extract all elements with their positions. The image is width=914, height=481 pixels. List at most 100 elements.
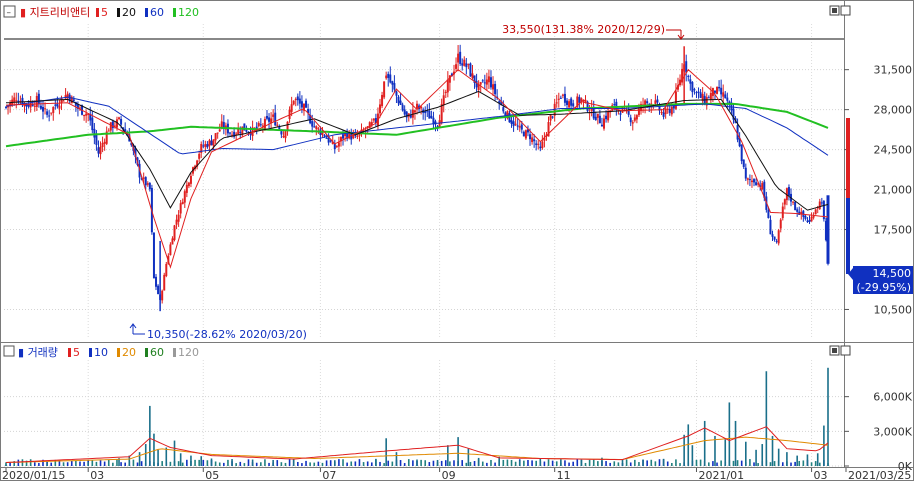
price-legend: ▮ 지트리비앤티 — [20, 6, 90, 19]
candle-body — [140, 178, 143, 180]
volume-panel-header: ▮ 거래량 — [3, 345, 851, 359]
volume-bar — [231, 459, 233, 466]
candle-body — [284, 131, 287, 139]
legend-swatch-5 — [68, 348, 71, 357]
legend-item-120: 120 — [178, 6, 199, 19]
volume-bar — [272, 459, 274, 466]
collapse-icon[interactable] — [3, 5, 16, 18]
candle-body — [594, 116, 597, 121]
volume-bar — [350, 461, 353, 466]
volume-bar — [781, 462, 784, 466]
candle-body — [603, 118, 606, 129]
volume-bar — [412, 460, 414, 466]
volume-bar — [346, 462, 348, 466]
candle-body — [33, 105, 36, 107]
volume-bar — [514, 461, 517, 466]
volume-collapse-icon[interactable] — [3, 345, 15, 357]
candle-body — [261, 125, 264, 127]
volume-bar — [50, 462, 53, 466]
candle-body — [555, 102, 558, 104]
volume-close-icon[interactable] — [840, 345, 851, 356]
volume-bar — [621, 459, 624, 466]
candle-body — [302, 103, 305, 111]
candle-body — [52, 106, 55, 113]
volume-bar — [486, 462, 488, 466]
candle-body — [305, 100, 308, 108]
candle-body — [41, 107, 44, 112]
candle-body — [54, 104, 57, 106]
candle-body — [535, 143, 538, 145]
volume-bar — [687, 424, 690, 466]
volume-bar — [138, 452, 141, 466]
candle-body — [687, 75, 690, 77]
volume-bar — [679, 463, 681, 466]
volume-bar — [461, 460, 464, 466]
candle-body — [233, 131, 236, 137]
volume-bar — [79, 461, 81, 466]
volume-bar — [810, 462, 813, 466]
volume-bar — [740, 460, 743, 466]
candle-body — [572, 103, 575, 107]
candle-body — [48, 115, 51, 117]
candle-body — [685, 61, 688, 73]
volume-bar — [453, 460, 455, 466]
volume-bar — [712, 461, 714, 466]
candle-body — [668, 109, 671, 113]
candle-body — [436, 126, 439, 128]
candle-body — [399, 100, 402, 105]
candle-body — [385, 75, 388, 79]
candle-body — [740, 144, 743, 162]
legend-swatch-20 — [117, 348, 120, 357]
close-panel-icon[interactable] — [840, 5, 851, 16]
volume-bar — [447, 445, 449, 466]
time-tick-label: 2021/01 — [698, 469, 744, 481]
candle-body — [99, 146, 102, 155]
volume-bar — [469, 461, 472, 466]
last-candle — [826, 195, 830, 264]
volume-bar — [403, 463, 406, 466]
candle-body — [508, 113, 511, 123]
volume-bar — [173, 440, 176, 466]
volume-bar — [149, 405, 151, 466]
candle-body — [483, 82, 486, 84]
volume-bar — [481, 461, 484, 466]
volume-bar — [54, 459, 57, 466]
candle-body — [134, 148, 137, 157]
candle-body — [635, 115, 638, 120]
volume-bar — [617, 462, 620, 466]
ma120-line — [5, 102, 829, 148]
volume-bar — [671, 462, 673, 466]
candle-body — [175, 219, 178, 225]
candle-body — [259, 124, 262, 126]
price-axis-ticks: 31,500 28,000 24,500 21,000 17,500 10,500 — [844, 64, 912, 316]
candle-body — [13, 97, 16, 102]
volume-bar — [227, 459, 229, 466]
volume-bar — [317, 461, 320, 466]
volume-ma-legend: 5 10 20 60 120 — [68, 346, 199, 359]
ma60-line — [5, 96, 829, 156]
candle-body — [331, 141, 334, 145]
volume-bar — [235, 463, 237, 466]
volume-bar — [572, 461, 574, 466]
candle-body — [300, 101, 303, 108]
time-tick-label: 03 — [814, 469, 828, 481]
candle-body — [533, 139, 536, 142]
volume-bar — [17, 459, 20, 466]
candle-body — [738, 137, 741, 147]
candle-body — [428, 110, 431, 119]
candle-body — [779, 219, 782, 229]
candle-body — [255, 126, 258, 129]
volume-bar — [181, 462, 184, 466]
candle-body — [327, 135, 330, 143]
candle-body — [570, 98, 573, 106]
candle-body — [218, 129, 221, 132]
candle-body — [235, 133, 238, 135]
volume-bar — [157, 449, 159, 466]
candle-body — [165, 263, 168, 276]
volume-bar — [535, 460, 537, 466]
candle-body — [705, 97, 708, 106]
candle-body — [413, 110, 416, 113]
candle-body — [64, 95, 67, 99]
volume-bar — [708, 462, 710, 466]
